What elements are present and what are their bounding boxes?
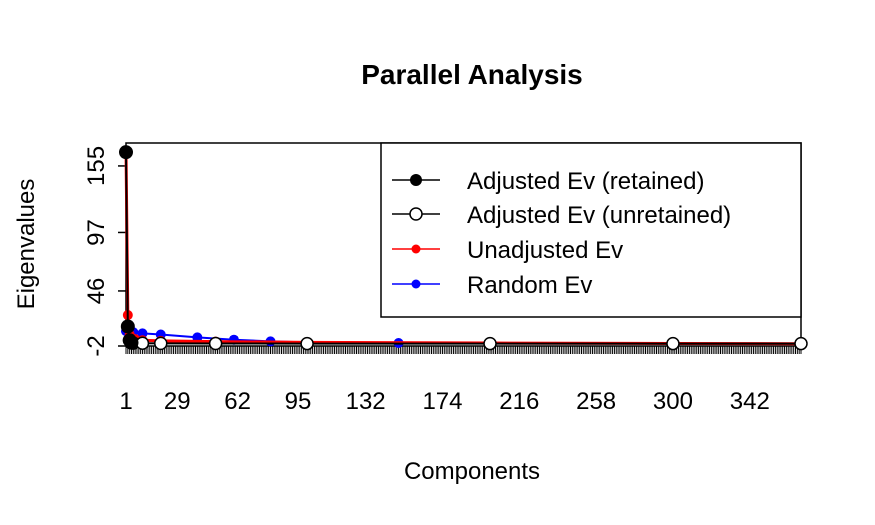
legend-marker-unadjusted: [411, 244, 421, 254]
y-tick-label: 97: [83, 219, 110, 246]
series-point-adjusted-ev-retained: [124, 335, 139, 350]
y-tick-label: 155: [83, 146, 110, 186]
y-axis-label: Eigenvalues: [13, 179, 40, 310]
legend-marker-adjusted-unretained: [409, 207, 423, 221]
series-point-adjusted-ev-unretained: [208, 336, 223, 351]
x-tick-label: 342: [730, 388, 770, 415]
x-tick-label: 62: [224, 388, 251, 415]
x-tick-label: 174: [422, 388, 462, 415]
x-tick-label: 29: [164, 388, 191, 415]
series-point-adjusted-ev-unretained: [483, 336, 497, 351]
legend-item-unadjusted: Unadjusted Ev: [392, 237, 623, 264]
legend-item-adjusted-retained: Adjusted Ev (retained): [392, 168, 704, 195]
series-point-adjusted-ev-unretained: [154, 336, 168, 351]
y-tick-label: 46: [83, 278, 110, 305]
chart-title: Parallel Analysis: [361, 59, 583, 90]
legend-box: [380, 142, 802, 318]
legend-label-random: Random Ev: [467, 272, 592, 299]
x-axis-label: Components: [404, 458, 540, 485]
x-tick-label: 258: [576, 388, 616, 415]
plot-area: -2 46 97 155 1 29 62 95 132 174 216 258 300 342: [83, 142, 808, 415]
x-axis: 1 29 62 95 132 174 216 258 300 342: [119, 346, 802, 415]
legend-label-unadjusted: Unadjusted Ev: [467, 237, 623, 264]
legend-item-adjusted-unretained: Adjusted Ev (unretained): [392, 202, 731, 229]
x-tick-label: 132: [346, 388, 386, 415]
series-point-adjusted-ev-unretained: [794, 336, 808, 351]
series-point-adjusted-ev-retained: [120, 319, 135, 334]
series-layer: [119, 145, 808, 351]
series-point-adjusted-ev-retained: [119, 145, 133, 160]
x-tick-label: 216: [499, 388, 539, 415]
x-tick-label: 95: [285, 388, 312, 415]
legend-item-random: Random Ev: [392, 272, 592, 299]
legend: Adjusted Ev (retained) Adjusted Ev (unre…: [380, 142, 802, 318]
series-point-adjusted-ev-unretained: [666, 336, 680, 351]
series-point-random-ev: [137, 328, 148, 339]
legend-label-adjusted-retained: Adjusted Ev (retained): [467, 168, 704, 195]
y-tick-label: -2: [83, 335, 110, 356]
x-tick-label: 1: [119, 388, 132, 415]
legend-label-adjusted-unretained: Adjusted Ev (unretained): [467, 202, 731, 229]
series-point-adjusted-ev-unretained: [300, 336, 314, 351]
y-axis: -2 46 97 155: [83, 146, 126, 357]
legend-marker-random: [411, 279, 421, 289]
x-tick-label: 300: [653, 388, 693, 415]
legend-marker-adjusted-retained: [410, 174, 422, 186]
